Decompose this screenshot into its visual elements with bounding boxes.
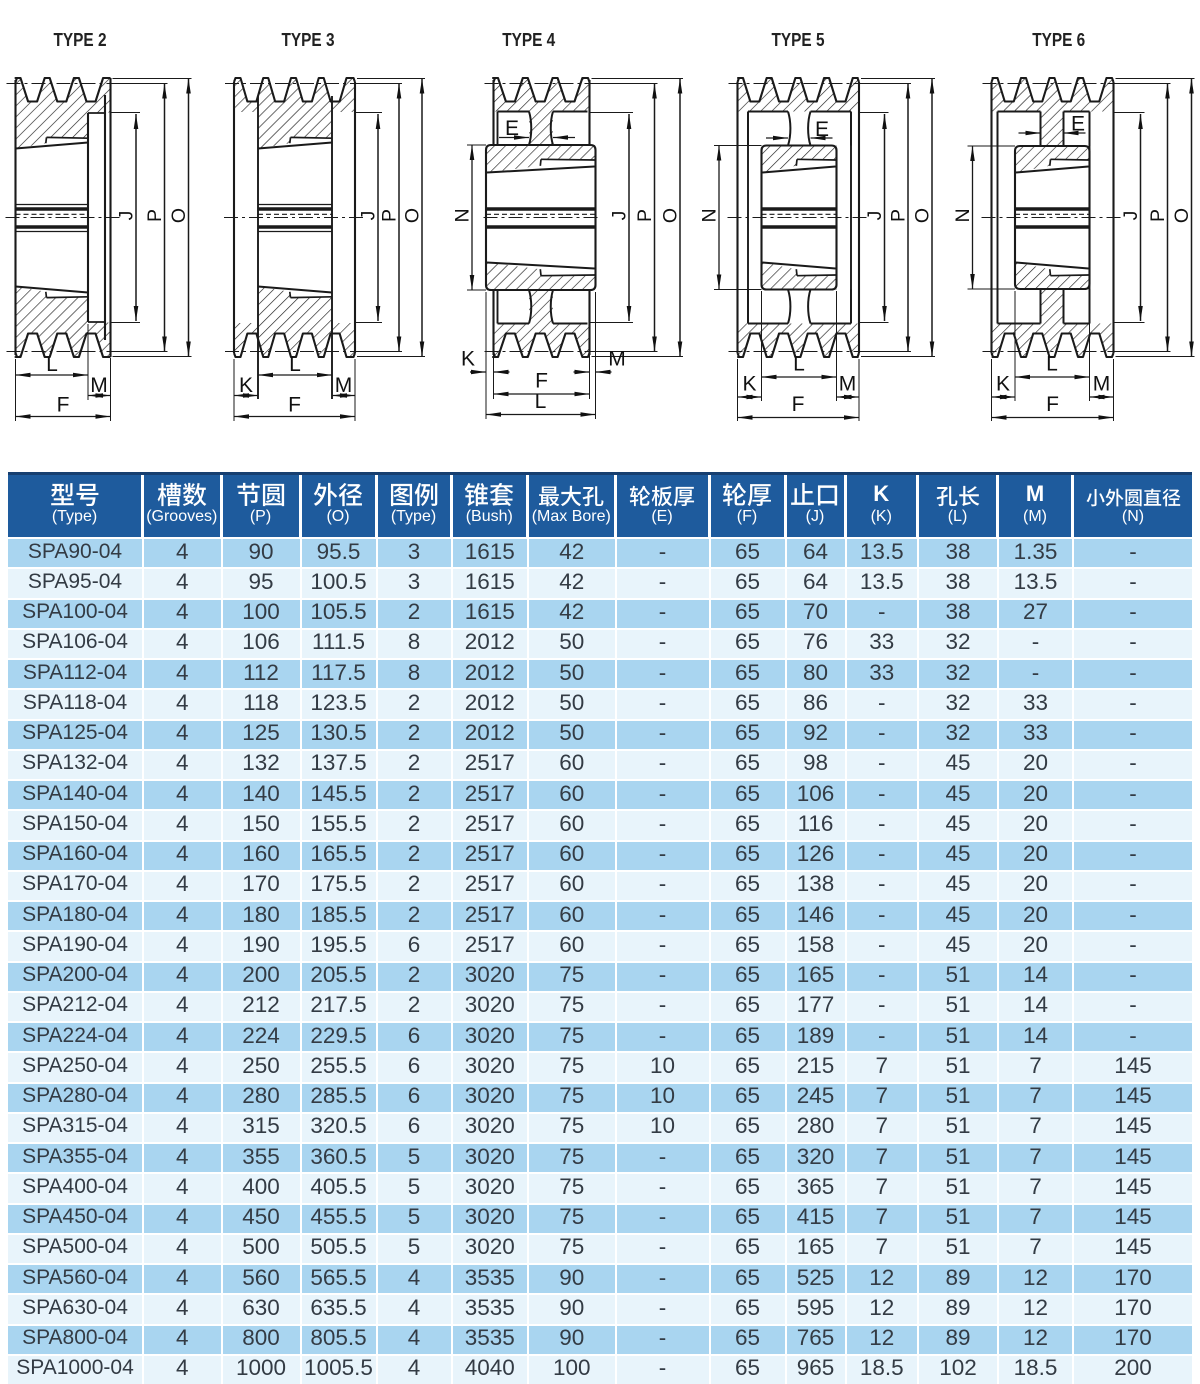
svg-text:K: K bbox=[461, 348, 475, 371]
svg-text:L: L bbox=[535, 390, 547, 413]
svg-text:K: K bbox=[996, 373, 1010, 396]
svg-text:N: N bbox=[952, 208, 974, 222]
svg-text:P: P bbox=[634, 209, 656, 222]
svg-text:TYPE 2: TYPE 2 bbox=[54, 29, 107, 50]
svg-text:M: M bbox=[1093, 373, 1111, 396]
svg-text:J: J bbox=[1120, 211, 1142, 221]
svg-text:F: F bbox=[57, 394, 70, 417]
svg-text:O: O bbox=[1171, 208, 1193, 223]
svg-text:O: O bbox=[168, 208, 190, 223]
svg-text:M: M bbox=[335, 374, 353, 397]
svg-text:F: F bbox=[288, 394, 301, 417]
svg-text:L: L bbox=[46, 353, 58, 376]
svg-text:F: F bbox=[535, 370, 548, 393]
svg-text:M: M bbox=[839, 373, 857, 396]
svg-text:J: J bbox=[358, 211, 380, 221]
svg-text:P: P bbox=[1147, 209, 1169, 222]
svg-text:L: L bbox=[289, 353, 301, 376]
svg-text:P: P bbox=[888, 209, 910, 222]
svg-text:TYPE 4: TYPE 4 bbox=[502, 29, 556, 50]
svg-text:K: K bbox=[742, 373, 756, 396]
svg-text:J: J bbox=[864, 211, 886, 221]
svg-text:K: K bbox=[239, 374, 253, 397]
svg-text:TYPE 5: TYPE 5 bbox=[772, 29, 825, 50]
svg-text:N: N bbox=[452, 208, 474, 222]
svg-text:TYPE 3: TYPE 3 bbox=[282, 29, 335, 50]
svg-text:E: E bbox=[505, 117, 519, 140]
svg-text:L: L bbox=[793, 353, 805, 376]
svg-text:J: J bbox=[116, 211, 138, 221]
svg-text:O: O bbox=[912, 208, 934, 223]
svg-text:O: O bbox=[660, 208, 682, 223]
svg-text:M: M bbox=[608, 348, 626, 371]
svg-text:TYPE 6: TYPE 6 bbox=[1032, 29, 1085, 50]
svg-text:P: P bbox=[144, 209, 166, 222]
svg-text:J: J bbox=[609, 211, 631, 221]
svg-text:F: F bbox=[792, 393, 805, 416]
svg-text:L: L bbox=[1046, 353, 1058, 376]
svg-text:E: E bbox=[815, 118, 829, 141]
svg-text:M: M bbox=[90, 374, 108, 397]
svg-text:P: P bbox=[379, 209, 401, 222]
svg-text:E: E bbox=[1071, 113, 1085, 136]
svg-text:F: F bbox=[1046, 393, 1059, 416]
svg-text:N: N bbox=[699, 208, 721, 222]
svg-text:O: O bbox=[402, 208, 424, 223]
